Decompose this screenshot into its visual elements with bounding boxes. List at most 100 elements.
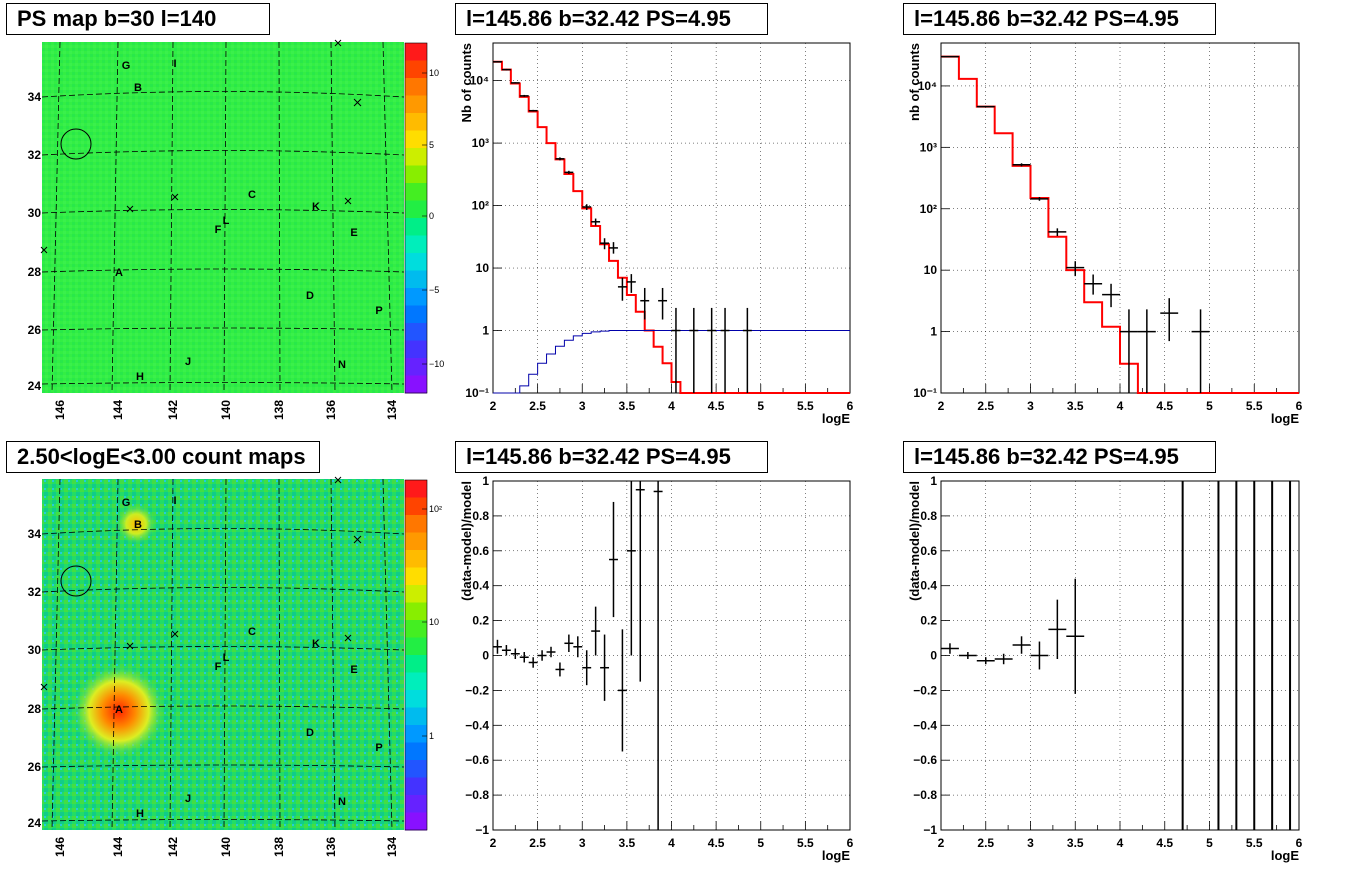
y-tick-label: −0.6 (913, 753, 937, 767)
latitude-tick-label: 24 (28, 816, 42, 830)
x-tick-label: 3 (1027, 836, 1034, 850)
data-point (493, 61, 502, 63)
data-point (994, 653, 1013, 665)
x-tick-label: 4 (668, 399, 675, 413)
x-axis-label: logE (1271, 848, 1299, 863)
count-map-title: 2.50<logE<3.00 count maps (6, 441, 320, 473)
count-map-hotspot-b (116, 504, 156, 544)
colorbar-cell (405, 270, 427, 289)
y-tick-label: 1 (930, 325, 937, 339)
data-point (707, 307, 717, 393)
x-tick-label: 2 (490, 399, 497, 413)
ps-map-grid (41, 41, 405, 394)
longitude-tick-label: 144 (111, 837, 125, 857)
colorbar-tick-label: 5 (429, 140, 434, 150)
source-label: A (115, 267, 123, 279)
count-map-grid (41, 478, 405, 831)
source-label: E (350, 664, 357, 676)
colorbar-cell (405, 60, 427, 79)
y-axis-label: (data-model)/model (459, 481, 474, 601)
source-label: H (136, 808, 144, 820)
colorbar-cell (405, 113, 427, 131)
y-tick-label: 0.8 (472, 509, 489, 523)
y-tick-label: −0.8 (465, 788, 489, 802)
y-tick-label: 10⁻¹ (913, 386, 937, 400)
x-tick-label: 2.5 (529, 836, 546, 850)
data-point (1012, 163, 1031, 167)
colorbar-cell (405, 323, 427, 341)
x-tick-label: 5.5 (797, 399, 814, 413)
count-map-panel: G I B C K E LF A D P J N H 10² 10 1 34 32 30 28 26 24 146 14… (28, 476, 442, 857)
data-point (1048, 228, 1067, 237)
spectrum-a-title: l=145.86 b=32.42 PS=4.95 (455, 3, 768, 35)
source-label: P (375, 742, 382, 754)
data-point (519, 94, 529, 97)
y-tick-label: 1 (482, 474, 489, 488)
colorbar-cell (405, 777, 427, 796)
y-axis-label: Nb of counts (459, 43, 474, 122)
y-tick-label: 0 (930, 649, 937, 663)
x-tick-label: 2.5 (977, 836, 994, 850)
colorbar-cell (405, 602, 427, 621)
ps-map-title: PS map b=30 l=140 (6, 3, 270, 35)
source-label: D (306, 290, 314, 302)
y-tick-label: 0.6 (920, 544, 937, 558)
data-point (1102, 283, 1120, 308)
y-tick-label: 0.2 (472, 614, 489, 628)
latitude-tick-label: 34 (28, 527, 42, 541)
data-point (635, 481, 645, 682)
data-point (582, 204, 592, 210)
x-tick-label: 5 (1206, 399, 1213, 413)
colorbar-tick-label: 0 (429, 211, 434, 221)
colorbar-frame (404, 42, 428, 394)
y-tick-label: 1 (482, 324, 489, 338)
colorbar-cell (405, 200, 427, 219)
colorbar-cell (405, 620, 427, 638)
colorbar-cell (405, 218, 427, 236)
latitude-tick-label: 30 (28, 643, 42, 657)
colorbar-cell (405, 585, 427, 603)
x-tick-label: 5 (757, 836, 764, 850)
y-tick-label: −0.2 (465, 683, 489, 697)
residual-a-title: l=145.86 b=32.42 PS=4.95 (455, 441, 768, 473)
source-label: I (173, 58, 176, 70)
y-tick-label: 0.2 (920, 614, 937, 628)
x-axis-label: logE (822, 848, 850, 863)
colorbar-cell (405, 497, 427, 516)
x-tick-label: 4 (1117, 836, 1124, 850)
data-point (564, 170, 574, 175)
data-point (617, 277, 627, 301)
x-tick-label: 2.5 (529, 399, 546, 413)
y-tick-label: −1 (923, 823, 937, 837)
source-label: J (185, 356, 191, 368)
data-point (501, 645, 511, 656)
source-label: P (375, 305, 382, 317)
data-point (555, 157, 565, 161)
x-tick-label: 4.5 (1156, 836, 1173, 850)
y-tick-label: 1 (930, 474, 937, 488)
x-tick-label: 2 (938, 836, 945, 850)
step-series (493, 330, 850, 394)
latitude-tick-label: 28 (28, 702, 42, 716)
source-label: N (338, 796, 346, 808)
x-tick-label: 5.5 (797, 836, 814, 850)
longitude-tick-label: 140 (219, 837, 233, 857)
data-point (1030, 641, 1049, 670)
x-axis-label: logE (822, 411, 850, 426)
data-point (519, 652, 529, 663)
data-point (1084, 274, 1103, 295)
data-point (1160, 298, 1179, 342)
colorbar-cell (405, 95, 427, 114)
x-tick-label: 4 (668, 836, 675, 850)
colorbar-cell (405, 725, 427, 743)
data-point (976, 657, 995, 665)
data-point (609, 242, 618, 254)
latitude-tick-label: 32 (28, 585, 42, 599)
colorbar-cell (405, 183, 427, 201)
y-tick-label: 0.4 (920, 579, 937, 593)
data-point (600, 238, 610, 250)
y-axis-label: nb of counts (907, 43, 922, 121)
